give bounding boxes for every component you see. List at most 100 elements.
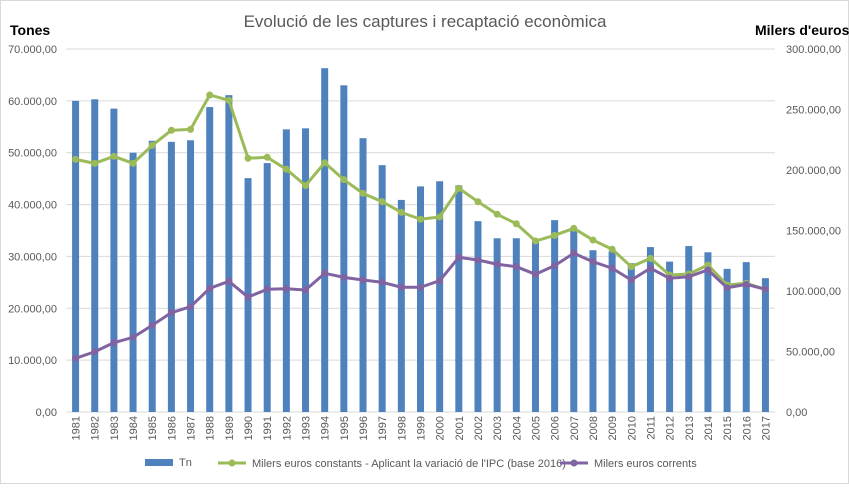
bar-1999 bbox=[417, 186, 424, 412]
x-tick-label: 1987 bbox=[186, 416, 198, 440]
bar-1982 bbox=[91, 99, 99, 413]
x-tick-label: 2015 bbox=[722, 416, 734, 440]
point-series-1-1989 bbox=[225, 96, 233, 104]
bar-1995 bbox=[340, 85, 348, 413]
bar-1992 bbox=[282, 129, 290, 412]
y2-tick-label: 200.000,00 bbox=[786, 165, 841, 177]
bar-2002 bbox=[474, 221, 482, 412]
y-tick-label: 30.000,00 bbox=[8, 251, 57, 263]
point-series-2-2000 bbox=[436, 277, 444, 285]
bar-2012 bbox=[666, 261, 674, 412]
bar-1986 bbox=[167, 141, 175, 412]
point-series-1-1982 bbox=[91, 159, 99, 167]
x-tick-label: 1995 bbox=[339, 416, 351, 440]
x-tick-label: 2006 bbox=[550, 416, 562, 440]
x-tick-label: 1984 bbox=[128, 416, 140, 440]
y2-tick-label: 0,00 bbox=[786, 407, 807, 419]
bar-1981 bbox=[72, 100, 80, 412]
x-tick-label: 1996 bbox=[358, 416, 370, 440]
point-series-2-2009 bbox=[608, 264, 616, 272]
point-series-1-2003 bbox=[493, 210, 501, 218]
legend-swatch-marker bbox=[570, 459, 578, 467]
y2-tick-label: 250.000,00 bbox=[786, 105, 841, 117]
bar-2003 bbox=[493, 238, 501, 412]
x-tick-label: 1988 bbox=[205, 416, 217, 440]
y2-tick-label: 100.000,00 bbox=[786, 286, 841, 298]
legend-swatch-marker bbox=[228, 459, 236, 467]
x-tick-label: 1993 bbox=[301, 416, 313, 440]
bar-2008 bbox=[589, 250, 597, 412]
point-series-1-1984 bbox=[129, 159, 137, 167]
x-tick-label: 1981 bbox=[71, 416, 83, 440]
point-series-2-1998 bbox=[397, 283, 405, 291]
bar-1996 bbox=[359, 138, 367, 413]
bar-1993 bbox=[302, 128, 310, 412]
point-series-2-1999 bbox=[417, 283, 424, 291]
point-series-1-2005 bbox=[531, 237, 539, 245]
x-tick-label: 2012 bbox=[665, 416, 677, 440]
x-tick-label: 2000 bbox=[435, 416, 447, 440]
x-tick-label: 2013 bbox=[684, 416, 696, 440]
bar-2013 bbox=[685, 246, 693, 412]
point-series-1-2004 bbox=[512, 220, 520, 228]
x-tick-label: 1983 bbox=[109, 416, 121, 440]
point-series-2-2013 bbox=[685, 273, 693, 281]
point-series-1-1997 bbox=[378, 198, 386, 206]
point-series-2-1991 bbox=[263, 285, 271, 293]
x-tick-label: 1986 bbox=[166, 416, 178, 440]
bar-1994 bbox=[321, 68, 329, 413]
x-tick-label: 2005 bbox=[530, 416, 542, 440]
point-series-2-2004 bbox=[512, 263, 520, 271]
bar-2000 bbox=[436, 181, 444, 412]
x-tick-label: 2001 bbox=[454, 416, 466, 440]
point-series-2-2015 bbox=[723, 284, 731, 292]
point-series-2-1990 bbox=[244, 293, 252, 301]
x-tick-label: 2011 bbox=[645, 416, 657, 440]
point-series-1-1988 bbox=[206, 91, 214, 99]
legend-label: Milers euros corrents bbox=[594, 458, 697, 470]
point-series-2-1983 bbox=[110, 339, 118, 347]
bar-2010 bbox=[627, 263, 635, 412]
x-tick-label: 2016 bbox=[741, 416, 753, 440]
x-tick-label: 1985 bbox=[147, 416, 159, 440]
y-tick-label: 70.000,00 bbox=[8, 44, 57, 56]
legend-label: Milers euros constants - Aplicant la var… bbox=[252, 458, 566, 470]
bar-2017 bbox=[761, 278, 769, 412]
bar-2011 bbox=[646, 247, 654, 412]
y2-tick-label: 50.000,00 bbox=[786, 347, 835, 359]
point-series-2-2002 bbox=[474, 256, 482, 264]
point-series-2-1985 bbox=[148, 321, 156, 329]
point-series-2-2005 bbox=[531, 270, 539, 278]
bar-2005 bbox=[531, 241, 539, 412]
point-series-1-1986 bbox=[167, 126, 175, 134]
point-series-1-1987 bbox=[187, 125, 195, 133]
y2-axis-label: Milers d'euros bbox=[755, 22, 849, 38]
point-series-1-2001 bbox=[455, 184, 463, 192]
legend-swatch-bar bbox=[145, 459, 173, 466]
point-series-1-1998 bbox=[397, 208, 405, 216]
x-tick-label: 2010 bbox=[626, 416, 638, 440]
bar-1985 bbox=[148, 140, 156, 412]
bar-2016 bbox=[742, 262, 750, 412]
bar-2014 bbox=[704, 252, 712, 412]
x-tick-label: 2014 bbox=[703, 416, 715, 440]
y-axis-label: Tones bbox=[10, 22, 50, 38]
x-tick-label: 1992 bbox=[281, 416, 293, 440]
point-series-2-1981 bbox=[72, 354, 80, 362]
point-series-1-2008 bbox=[589, 236, 597, 244]
point-series-1-1999 bbox=[417, 215, 424, 223]
x-tick-label: 2004 bbox=[511, 416, 523, 440]
point-series-2-1987 bbox=[187, 303, 195, 311]
point-series-1-1990 bbox=[244, 154, 252, 162]
x-tick-label: 1997 bbox=[377, 416, 389, 440]
point-series-1-2009 bbox=[608, 245, 616, 253]
x-tick-label: 2003 bbox=[492, 416, 504, 440]
x-tick-label: 2007 bbox=[569, 416, 581, 440]
x-tick-label: 1982 bbox=[90, 416, 102, 440]
bar-1997 bbox=[378, 165, 386, 412]
bar-1998 bbox=[397, 199, 405, 412]
point-series-2-1984 bbox=[129, 333, 137, 341]
point-series-2-2008 bbox=[589, 258, 597, 266]
point-series-2-2007 bbox=[570, 249, 578, 257]
